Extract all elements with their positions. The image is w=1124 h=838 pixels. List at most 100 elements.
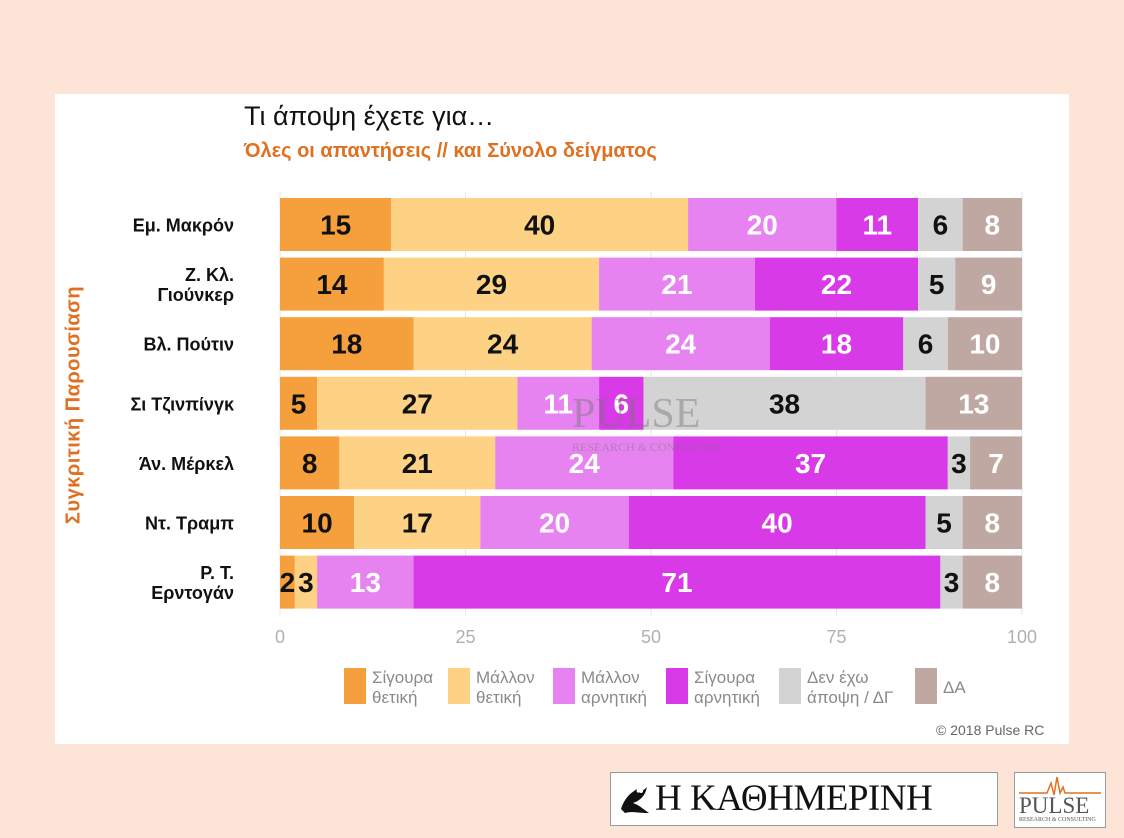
pulse-subtitle: RESEARCH & CONSULTING — [1019, 817, 1096, 823]
bar-segment — [628, 496, 926, 549]
legend-swatch — [779, 668, 801, 704]
data-label: 18 — [331, 329, 362, 360]
bar-segment — [413, 317, 592, 371]
copyright: © 2018 Pulse RC — [936, 722, 1045, 738]
bar-segment — [947, 436, 971, 490]
bar-segment — [280, 376, 318, 430]
category-label: Εμ. Μακρόν — [133, 216, 234, 236]
bar-segment — [591, 317, 770, 371]
x-tick-label: 25 — [455, 627, 475, 647]
data-label: 37 — [795, 448, 826, 479]
data-label: 6 — [933, 210, 949, 241]
data-label: 29 — [476, 269, 507, 300]
data-label: 13 — [350, 567, 381, 598]
data-label: 6 — [614, 388, 630, 419]
bar-segment — [294, 555, 318, 609]
bar-segment — [383, 257, 600, 311]
data-label: 14 — [316, 269, 348, 300]
bar-segment — [836, 198, 919, 251]
bar-segment — [280, 555, 295, 609]
data-label: 13 — [958, 388, 989, 419]
data-label: 10 — [969, 329, 1000, 360]
data-label: 11 — [543, 388, 573, 419]
bar-segment — [354, 496, 481, 549]
category-label: Γιούνκερ — [158, 285, 234, 305]
category-label: Ντ. Τραμπ — [145, 514, 234, 534]
category-label: Άν. Μέρκελ — [139, 454, 234, 474]
chart-subtitle: Όλες οι απαντήσεις // και Σύνολο δείγματ… — [244, 140, 657, 162]
data-label: 11 — [863, 210, 893, 241]
bar-segment — [925, 376, 1022, 430]
data-label: 8 — [985, 567, 1001, 598]
data-label: 21 — [661, 269, 692, 300]
data-label: 17 — [402, 508, 433, 539]
bar-segment — [918, 198, 963, 251]
data-label: 40 — [524, 210, 555, 241]
data-label: 15 — [320, 210, 351, 241]
bar-segment — [925, 496, 963, 549]
pulse-logo: PULSE RESEARCH & CONSULTING — [1014, 772, 1106, 828]
bar-segment — [769, 317, 904, 371]
bar-segment — [391, 198, 689, 251]
data-label: 5 — [291, 388, 307, 419]
category-label: Σι Τζινπίνγκ — [130, 394, 234, 415]
legend-label: Σίγουρα θετική — [372, 668, 434, 707]
data-label: 27 — [402, 388, 433, 419]
bar-segment — [280, 257, 384, 311]
legend-label: Μάλλον θετική — [476, 668, 535, 707]
data-label: 3 — [944, 567, 960, 598]
data-label: 9 — [981, 269, 997, 300]
chart-title: Τι άποψη έχετε για… — [244, 101, 495, 131]
kathimerini-logo: Η ΚΑΘΗΜΕΡΙΝΗ — [610, 772, 998, 826]
bar-segment — [688, 198, 837, 251]
bar-segment — [970, 436, 1022, 490]
x-tick-label: 0 — [275, 627, 285, 647]
data-label: 24 — [487, 329, 519, 360]
data-label: 20 — [747, 210, 778, 241]
bar-segment — [962, 198, 1022, 251]
data-label: 8 — [985, 210, 1001, 241]
legend-swatch — [915, 668, 937, 704]
bar-segment — [599, 376, 644, 430]
x-tick-label: 50 — [641, 627, 661, 647]
data-label: 8 — [985, 508, 1001, 539]
bar-segment — [673, 436, 948, 490]
bar-segment — [280, 317, 414, 371]
bar-segment — [962, 496, 1022, 549]
bar-segment — [339, 436, 496, 490]
pulse-wave-icon — [1019, 776, 1101, 796]
data-label: 18 — [821, 329, 852, 360]
bar-segment — [517, 376, 600, 430]
data-label: 3 — [951, 448, 967, 479]
bar-segment — [940, 555, 963, 609]
bar-segment — [495, 436, 674, 490]
x-tick-label: 75 — [826, 627, 846, 647]
data-label: 22 — [821, 269, 852, 300]
data-label: 2 — [280, 567, 296, 598]
kathimerini-wordmark: Η ΚΑΘΗΜΕΡΙΝΗ — [655, 778, 933, 819]
data-label: 3 — [298, 567, 314, 598]
data-label: 8 — [302, 448, 318, 479]
data-label: 24 — [569, 448, 601, 479]
bar-segment — [918, 257, 956, 311]
data-label: 6 — [918, 329, 934, 360]
legend-swatch — [448, 668, 470, 704]
legend-label: Δεν έχω άποψη / ΔΓ — [807, 668, 894, 707]
legend-label: Σίγουρα αρνητική — [694, 668, 760, 707]
legend-swatch — [344, 668, 366, 704]
data-label: 10 — [302, 508, 333, 539]
legend-label: Μάλλον αρνητική — [581, 668, 647, 707]
bar-segment — [413, 555, 941, 609]
category-label: Ρ. Τ. — [200, 563, 234, 583]
bar-segment — [903, 317, 948, 371]
bar-segment — [754, 257, 919, 311]
data-label: 21 — [402, 448, 433, 479]
data-label: 38 — [769, 388, 800, 419]
category-label: Βλ. Πούτιν — [143, 335, 234, 355]
legend-label: ΔΑ — [943, 678, 966, 697]
bar-segment — [280, 436, 340, 490]
data-label: 7 — [988, 448, 1004, 479]
bar-segment — [317, 555, 414, 609]
category-label: Ερντογάν — [151, 583, 234, 603]
